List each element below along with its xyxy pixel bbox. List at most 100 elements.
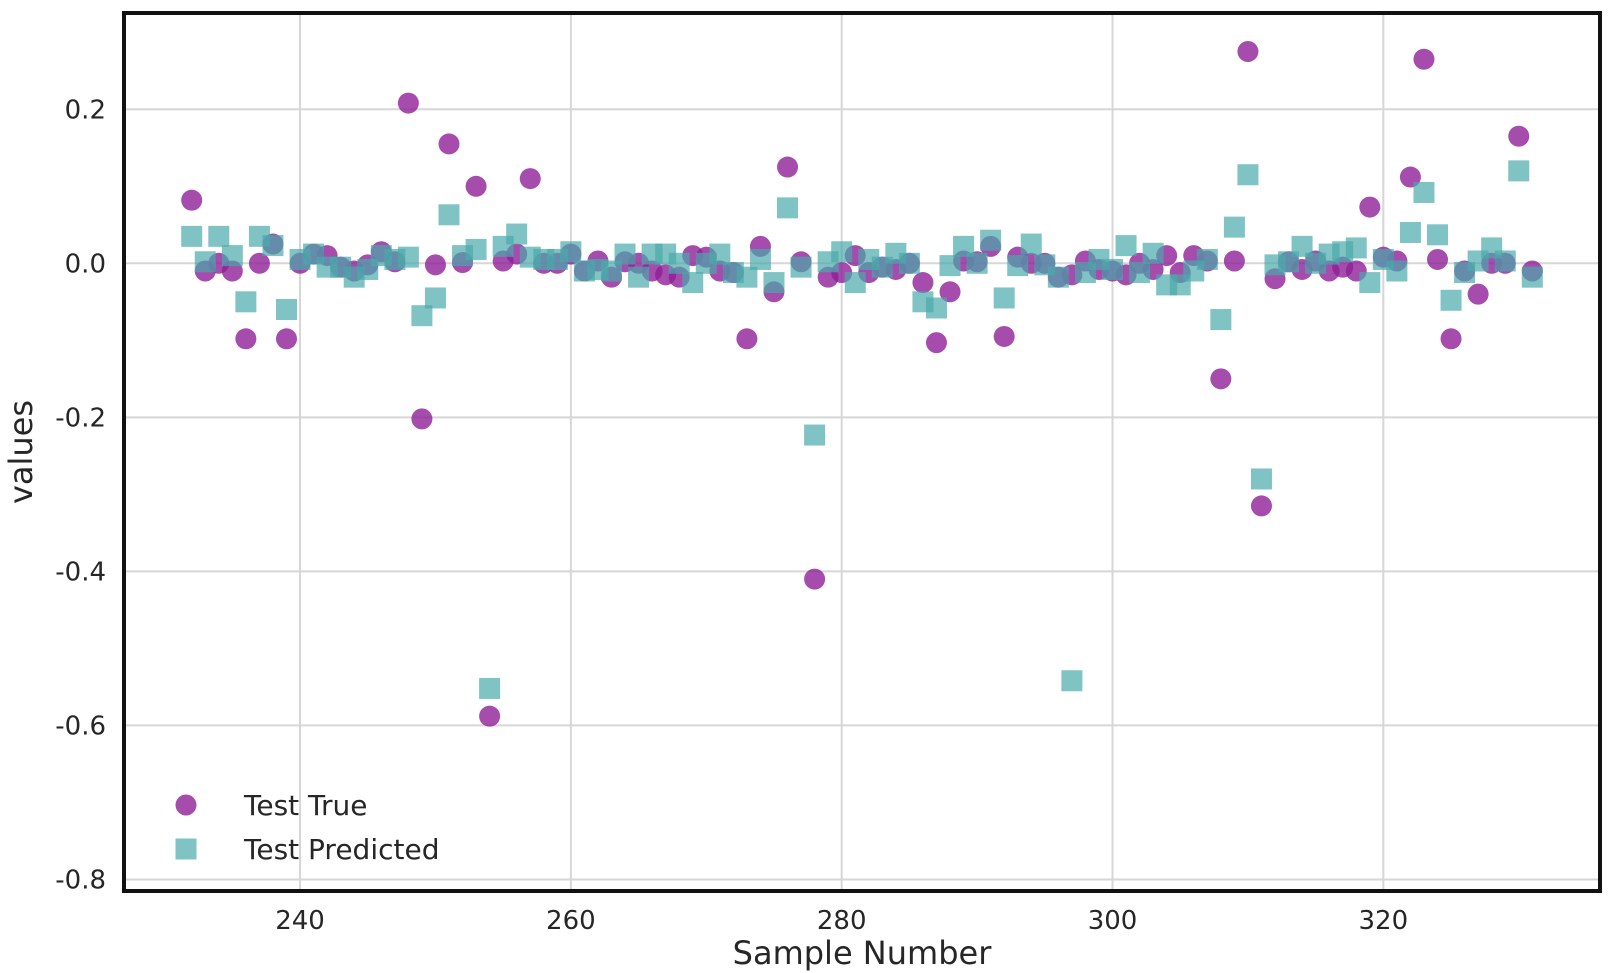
- test-predicted-point: [1223, 216, 1245, 238]
- test-predicted-point: [600, 260, 622, 282]
- test-true-point: [804, 568, 826, 590]
- test-true-point: [1359, 196, 1381, 218]
- test-predicted-point: [1237, 164, 1259, 186]
- test-predicted-point: [465, 238, 487, 260]
- test-true-point: [1210, 368, 1232, 390]
- test-true-point: [939, 281, 961, 303]
- test-predicted-point: [980, 229, 1002, 251]
- test-predicted-point: [1494, 250, 1516, 272]
- test-predicted-point: [1427, 224, 1449, 246]
- test-predicted-point: [235, 291, 257, 313]
- x-tick-label: 300: [1088, 906, 1138, 936]
- test-predicted-point: [1399, 222, 1421, 243]
- test-predicted-point: [397, 246, 419, 268]
- legend-marker-test-predicted: [175, 838, 197, 860]
- test-true-point: [1223, 250, 1245, 272]
- test-predicted-point: [1142, 242, 1164, 264]
- x-tick-label: 260: [546, 906, 596, 936]
- y-tick-label: -0.2: [55, 403, 106, 433]
- test-predicted-point: [208, 225, 230, 247]
- y-tick-label: 0.0: [65, 249, 106, 279]
- test-predicted-point: [221, 245, 243, 267]
- test-true-point: [1467, 283, 1489, 305]
- test-true-point: [1427, 248, 1449, 270]
- test-predicted-point: [614, 243, 636, 265]
- test-true-point: [424, 254, 446, 276]
- test-true-point: [275, 328, 297, 350]
- x-axis-label: Sample Number: [733, 934, 993, 972]
- test-predicted-point: [898, 252, 920, 274]
- test-true-point: [993, 325, 1015, 347]
- test-predicted-point: [1386, 260, 1408, 282]
- test-true-point: [479, 705, 501, 727]
- test-true-point: [248, 252, 270, 274]
- test-predicted-point: [560, 241, 582, 263]
- test-predicted-point: [831, 241, 853, 263]
- test-true-point: [235, 328, 257, 350]
- test-true-point: [181, 189, 203, 211]
- test-predicted-point: [628, 266, 650, 288]
- test-predicted-point: [438, 204, 460, 226]
- test-predicted-point: [682, 272, 704, 294]
- test-predicted-point: [262, 235, 284, 257]
- test-predicted-point: [966, 252, 988, 274]
- test-predicted-point: [763, 272, 785, 294]
- test-predicted-point: [1440, 289, 1462, 311]
- test-true-point: [411, 408, 433, 430]
- test-predicted-point: [1250, 468, 1272, 490]
- y-tick-label: 0.2: [65, 95, 106, 125]
- test-predicted-point: [411, 305, 433, 327]
- test-predicted-point: [194, 251, 216, 273]
- test-predicted-point: [1345, 237, 1367, 259]
- test-predicted-point: [1102, 258, 1124, 280]
- test-predicted-point: [844, 272, 866, 294]
- legend: Test True Test Predicted: [175, 789, 439, 866]
- test-predicted-point: [1196, 248, 1218, 270]
- test-predicted-point: [1061, 670, 1083, 692]
- test-predicted-point: [275, 299, 297, 321]
- y-tick-label: -0.6: [55, 711, 106, 741]
- test-true-point: [519, 168, 541, 190]
- test-true-point: [1440, 328, 1462, 350]
- axis-ticks: 240 260 280 300 320 0.2 0.0 -0.2 -0.4 -0.6 -0.8: [55, 95, 1408, 936]
- legend-label: Test True: [243, 789, 368, 822]
- test-predicted-point: [479, 677, 501, 699]
- test-predicted-point: [993, 287, 1015, 309]
- legend-marker-test-true: [175, 794, 197, 816]
- test-true-point: [925, 332, 947, 354]
- x-tick-label: 240: [275, 906, 325, 936]
- test-predicted-point: [804, 424, 826, 446]
- test-predicted-point: [790, 256, 812, 278]
- test-predicted-point: [424, 287, 446, 309]
- test-predicted-point: [1007, 255, 1029, 277]
- test-true-point: [736, 328, 758, 350]
- y-tick-label: -0.4: [55, 557, 106, 587]
- test-predicted-point: [709, 243, 731, 265]
- test-predicted-point: [181, 225, 203, 247]
- test-true-point: [1413, 48, 1435, 70]
- test-predicted-point: [1129, 262, 1151, 284]
- data-points: [181, 41, 1543, 727]
- test-predicted-point: [736, 266, 758, 288]
- test-predicted-point: [1020, 233, 1042, 255]
- test-true-point: [1237, 41, 1259, 63]
- test-predicted-point: [668, 252, 690, 274]
- test-predicted-point: [953, 235, 975, 257]
- test-true-point: [1508, 125, 1530, 147]
- test-predicted-point: [1047, 266, 1069, 288]
- test-predicted-point: [1508, 160, 1530, 182]
- test-predicted-point: [1413, 181, 1435, 203]
- test-true-point: [1250, 495, 1272, 517]
- test-predicted-point: [749, 248, 771, 270]
- x-tick-label: 320: [1359, 906, 1409, 936]
- test-predicted-point: [1115, 235, 1137, 257]
- test-true-point: [912, 272, 934, 294]
- test-true-point: [465, 175, 487, 197]
- test-predicted-point: [1521, 266, 1543, 288]
- legend-label: Test Predicted: [243, 833, 439, 866]
- test-predicted-point: [506, 223, 528, 245]
- test-predicted-point: [777, 197, 799, 219]
- test-predicted-point: [1291, 235, 1313, 257]
- x-tick-label: 280: [817, 906, 867, 936]
